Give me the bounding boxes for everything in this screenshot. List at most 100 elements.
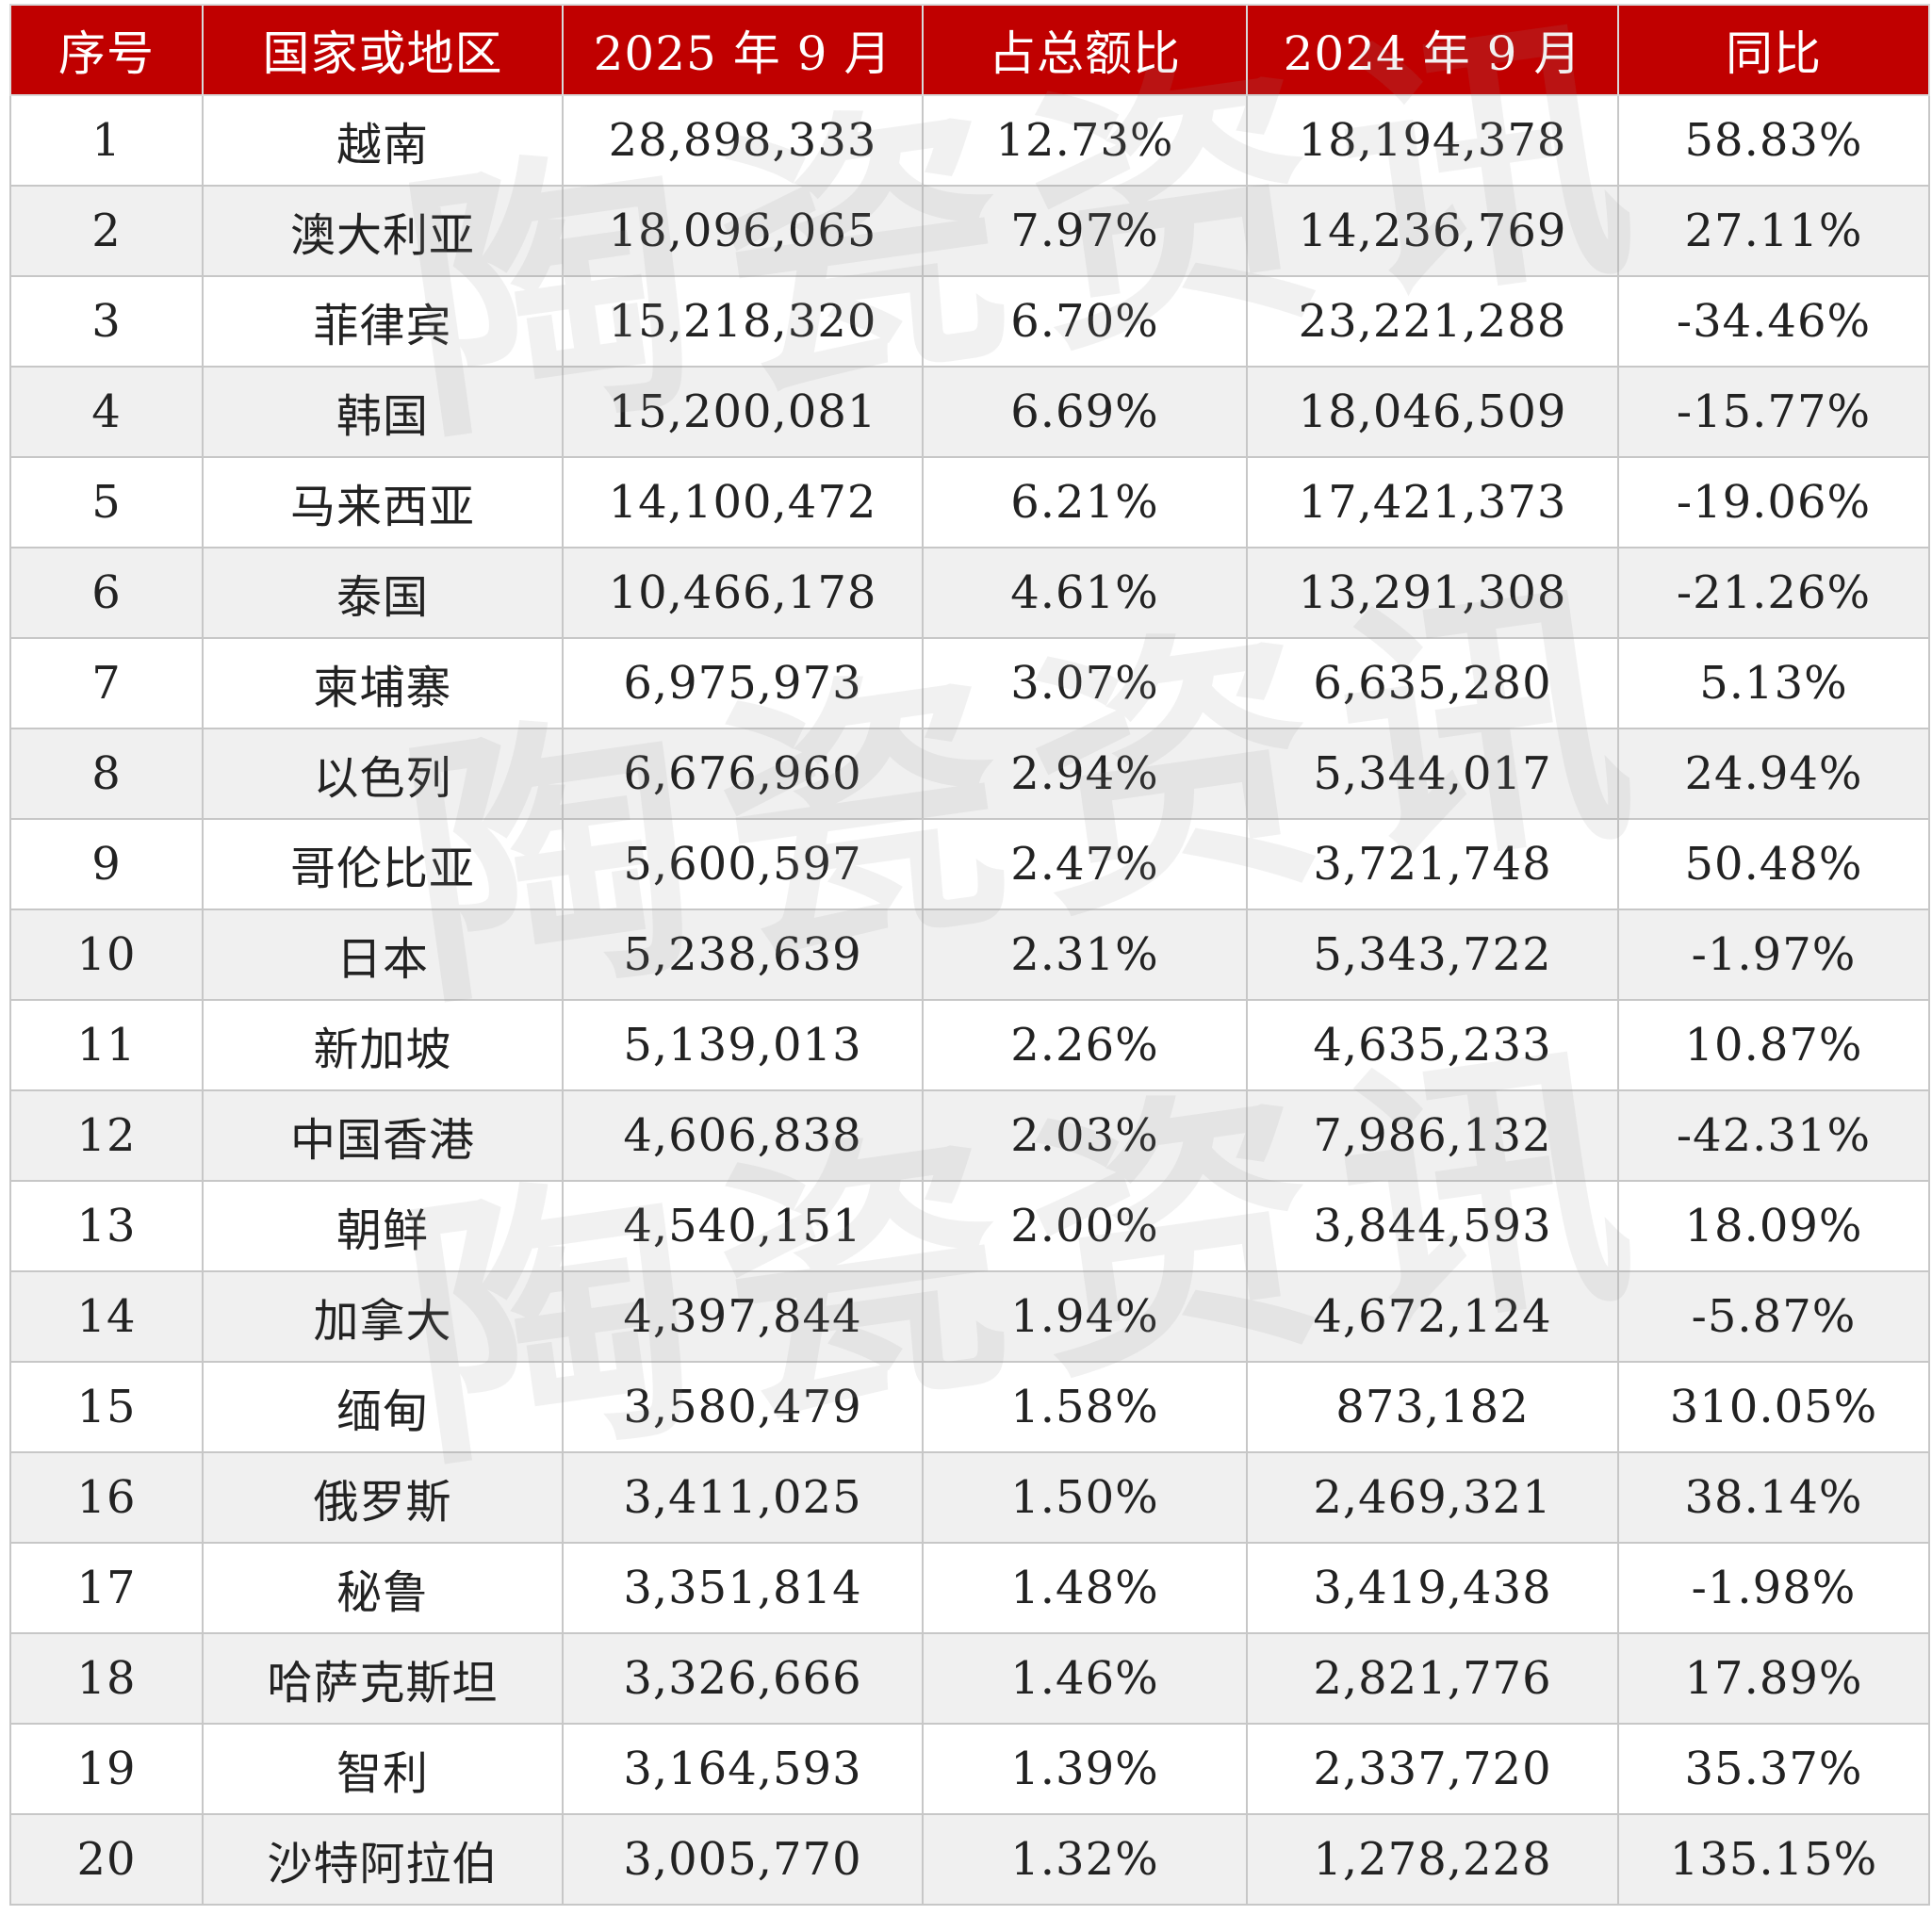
country-cell: 泰国 — [202, 547, 564, 639]
index-cell: 13 — [9, 1180, 204, 1272]
table-header: 序号 国家或地区 2025 年 9 月 占总额比 2024 年 9 月 同比 — [9, 4, 1930, 96]
index-cell: 1 — [9, 94, 204, 187]
yoy-cell: 27.11% — [1617, 185, 1930, 277]
value-2024-cell: 2,821,776 — [1246, 1632, 1619, 1725]
yoy-cell: -15.77% — [1617, 366, 1930, 458]
value-2024-cell: 873,182 — [1246, 1361, 1619, 1453]
value-2025-cell: 3,326,666 — [562, 1632, 924, 1725]
value-2025-cell: 14,100,472 — [562, 456, 924, 548]
header-cell-country: 国家或地区 — [202, 4, 564, 96]
value-2025-cell: 4,397,844 — [562, 1270, 924, 1363]
yoy-cell: -21.26% — [1617, 547, 1930, 639]
share-cell: 1.32% — [922, 1813, 1248, 1906]
country-cell: 秘鲁 — [202, 1542, 564, 1634]
table-row: 2 澳大利亚 18,096,065 7.97% 14,236,769 27.11% — [9, 185, 1930, 277]
index-cell: 11 — [9, 999, 204, 1091]
country-cell: 哥伦比亚 — [202, 818, 564, 910]
yoy-cell: -1.98% — [1617, 1542, 1930, 1634]
value-2024-cell: 3,419,438 — [1246, 1542, 1619, 1634]
header-cell-2024-sep: 2024 年 9 月 — [1246, 4, 1619, 96]
table-row: 11 新加坡 5,139,013 2.26% 4,635,233 10.87% — [9, 999, 1930, 1091]
header-cell-2025-sep: 2025 年 9 月 — [562, 4, 924, 96]
table-row: 8 以色列 6,676,960 2.94% 5,344,017 24.94% — [9, 728, 1930, 820]
share-cell: 2.31% — [922, 908, 1248, 1001]
country-cell: 缅甸 — [202, 1361, 564, 1453]
share-cell: 12.73% — [922, 94, 1248, 187]
value-2024-cell: 4,635,233 — [1246, 999, 1619, 1091]
share-cell: 6.69% — [922, 366, 1248, 458]
value-2025-cell: 3,580,479 — [562, 1361, 924, 1453]
table-row: 14 加拿大 4,397,844 1.94% 4,672,124 -5.87% — [9, 1270, 1930, 1363]
share-cell: 1.94% — [922, 1270, 1248, 1363]
value-2025-cell: 4,606,838 — [562, 1089, 924, 1182]
share-cell: 2.94% — [922, 728, 1248, 820]
value-2025-cell: 5,139,013 — [562, 999, 924, 1091]
value-2025-cell: 15,218,320 — [562, 275, 924, 368]
table-row: 10 日本 5,238,639 2.31% 5,343,722 -1.97% — [9, 908, 1930, 1001]
yoy-cell: 5.13% — [1617, 637, 1930, 729]
share-cell: 2.03% — [922, 1089, 1248, 1182]
value-2025-cell: 15,200,081 — [562, 366, 924, 458]
country-cell: 朝鲜 — [202, 1180, 564, 1272]
index-cell: 14 — [9, 1270, 204, 1363]
table-row: 12 中国香港 4,606,838 2.03% 7,986,132 -42.31% — [9, 1089, 1930, 1182]
index-cell: 6 — [9, 547, 204, 639]
table-row: 13 朝鲜 4,540,151 2.00% 3,844,593 18.09% — [9, 1180, 1930, 1272]
yoy-cell: -5.87% — [1617, 1270, 1930, 1363]
value-2024-cell: 4,672,124 — [1246, 1270, 1619, 1363]
index-cell: 15 — [9, 1361, 204, 1453]
country-cell: 加拿大 — [202, 1270, 564, 1363]
index-cell: 4 — [9, 366, 204, 458]
yoy-cell: 38.14% — [1617, 1451, 1930, 1544]
share-cell: 3.07% — [922, 637, 1248, 729]
share-cell: 1.46% — [922, 1632, 1248, 1725]
yoy-cell: -34.46% — [1617, 275, 1930, 368]
table-row: 19 智利 3,164,593 1.39% 2,337,720 35.37% — [9, 1723, 1930, 1815]
table-row: 1 越南 28,898,333 12.73% 18,194,378 58.83% — [9, 94, 1930, 187]
country-cell: 俄罗斯 — [202, 1451, 564, 1544]
header-cell-yoy: 同比 — [1617, 4, 1930, 96]
yoy-cell: 58.83% — [1617, 94, 1930, 187]
yoy-cell: -1.97% — [1617, 908, 1930, 1001]
share-cell: 2.00% — [922, 1180, 1248, 1272]
country-cell: 韩国 — [202, 366, 564, 458]
yoy-cell: 24.94% — [1617, 728, 1930, 820]
table-row: 7 柬埔寨 6,975,973 3.07% 6,635,280 5.13% — [9, 637, 1930, 729]
country-cell: 澳大利亚 — [202, 185, 564, 277]
value-2025-cell: 4,540,151 — [562, 1180, 924, 1272]
header-row: 序号 国家或地区 2025 年 9 月 占总额比 2024 年 9 月 同比 — [9, 4, 1930, 96]
table-row: 4 韩国 15,200,081 6.69% 18,046,509 -15.77% — [9, 366, 1930, 458]
country-cell: 新加坡 — [202, 999, 564, 1091]
index-cell: 2 — [9, 185, 204, 277]
table-container: 序号 国家或地区 2025 年 9 月 占总额比 2024 年 9 月 同比 1… — [9, 0, 1930, 1911]
value-2025-cell: 6,975,973 — [562, 637, 924, 729]
yoy-cell: -19.06% — [1617, 456, 1930, 548]
index-cell: 8 — [9, 728, 204, 820]
country-cell: 沙特阿拉伯 — [202, 1813, 564, 1906]
yoy-cell: 50.48% — [1617, 818, 1930, 910]
index-cell: 18 — [9, 1632, 204, 1725]
index-cell: 20 — [9, 1813, 204, 1906]
yoy-cell: 135.15% — [1617, 1813, 1930, 1906]
value-2024-cell: 3,844,593 — [1246, 1180, 1619, 1272]
table-row: 9 哥伦比亚 5,600,597 2.47% 3,721,748 50.48% — [9, 818, 1930, 910]
table-body: 1 越南 28,898,333 12.73% 18,194,378 58.83% 2 澳大利亚… — [9, 94, 1930, 1906]
value-2025-cell: 10,466,178 — [562, 547, 924, 639]
table-row: 5 马来西亚 14,100,472 6.21% 17,421,373 -19.06% — [9, 456, 1930, 548]
table-row: 6 泰国 10,466,178 4.61% 13,291,308 -21.26% — [9, 547, 1930, 639]
index-cell: 7 — [9, 637, 204, 729]
yoy-cell: 18.09% — [1617, 1180, 1930, 1272]
share-cell: 2.26% — [922, 999, 1248, 1091]
index-cell: 3 — [9, 275, 204, 368]
country-cell: 中国香港 — [202, 1089, 564, 1182]
country-cell: 哈萨克斯坦 — [202, 1632, 564, 1725]
header-cell-share: 占总额比 — [922, 4, 1248, 96]
value-2024-cell: 18,194,378 — [1246, 94, 1619, 187]
value-2025-cell: 28,898,333 — [562, 94, 924, 187]
index-cell: 16 — [9, 1451, 204, 1544]
country-cell: 智利 — [202, 1723, 564, 1815]
value-2025-cell: 18,096,065 — [562, 185, 924, 277]
value-2025-cell: 3,411,025 — [562, 1451, 924, 1544]
value-2024-cell: 13,291,308 — [1246, 547, 1619, 639]
share-cell: 1.50% — [922, 1451, 1248, 1544]
